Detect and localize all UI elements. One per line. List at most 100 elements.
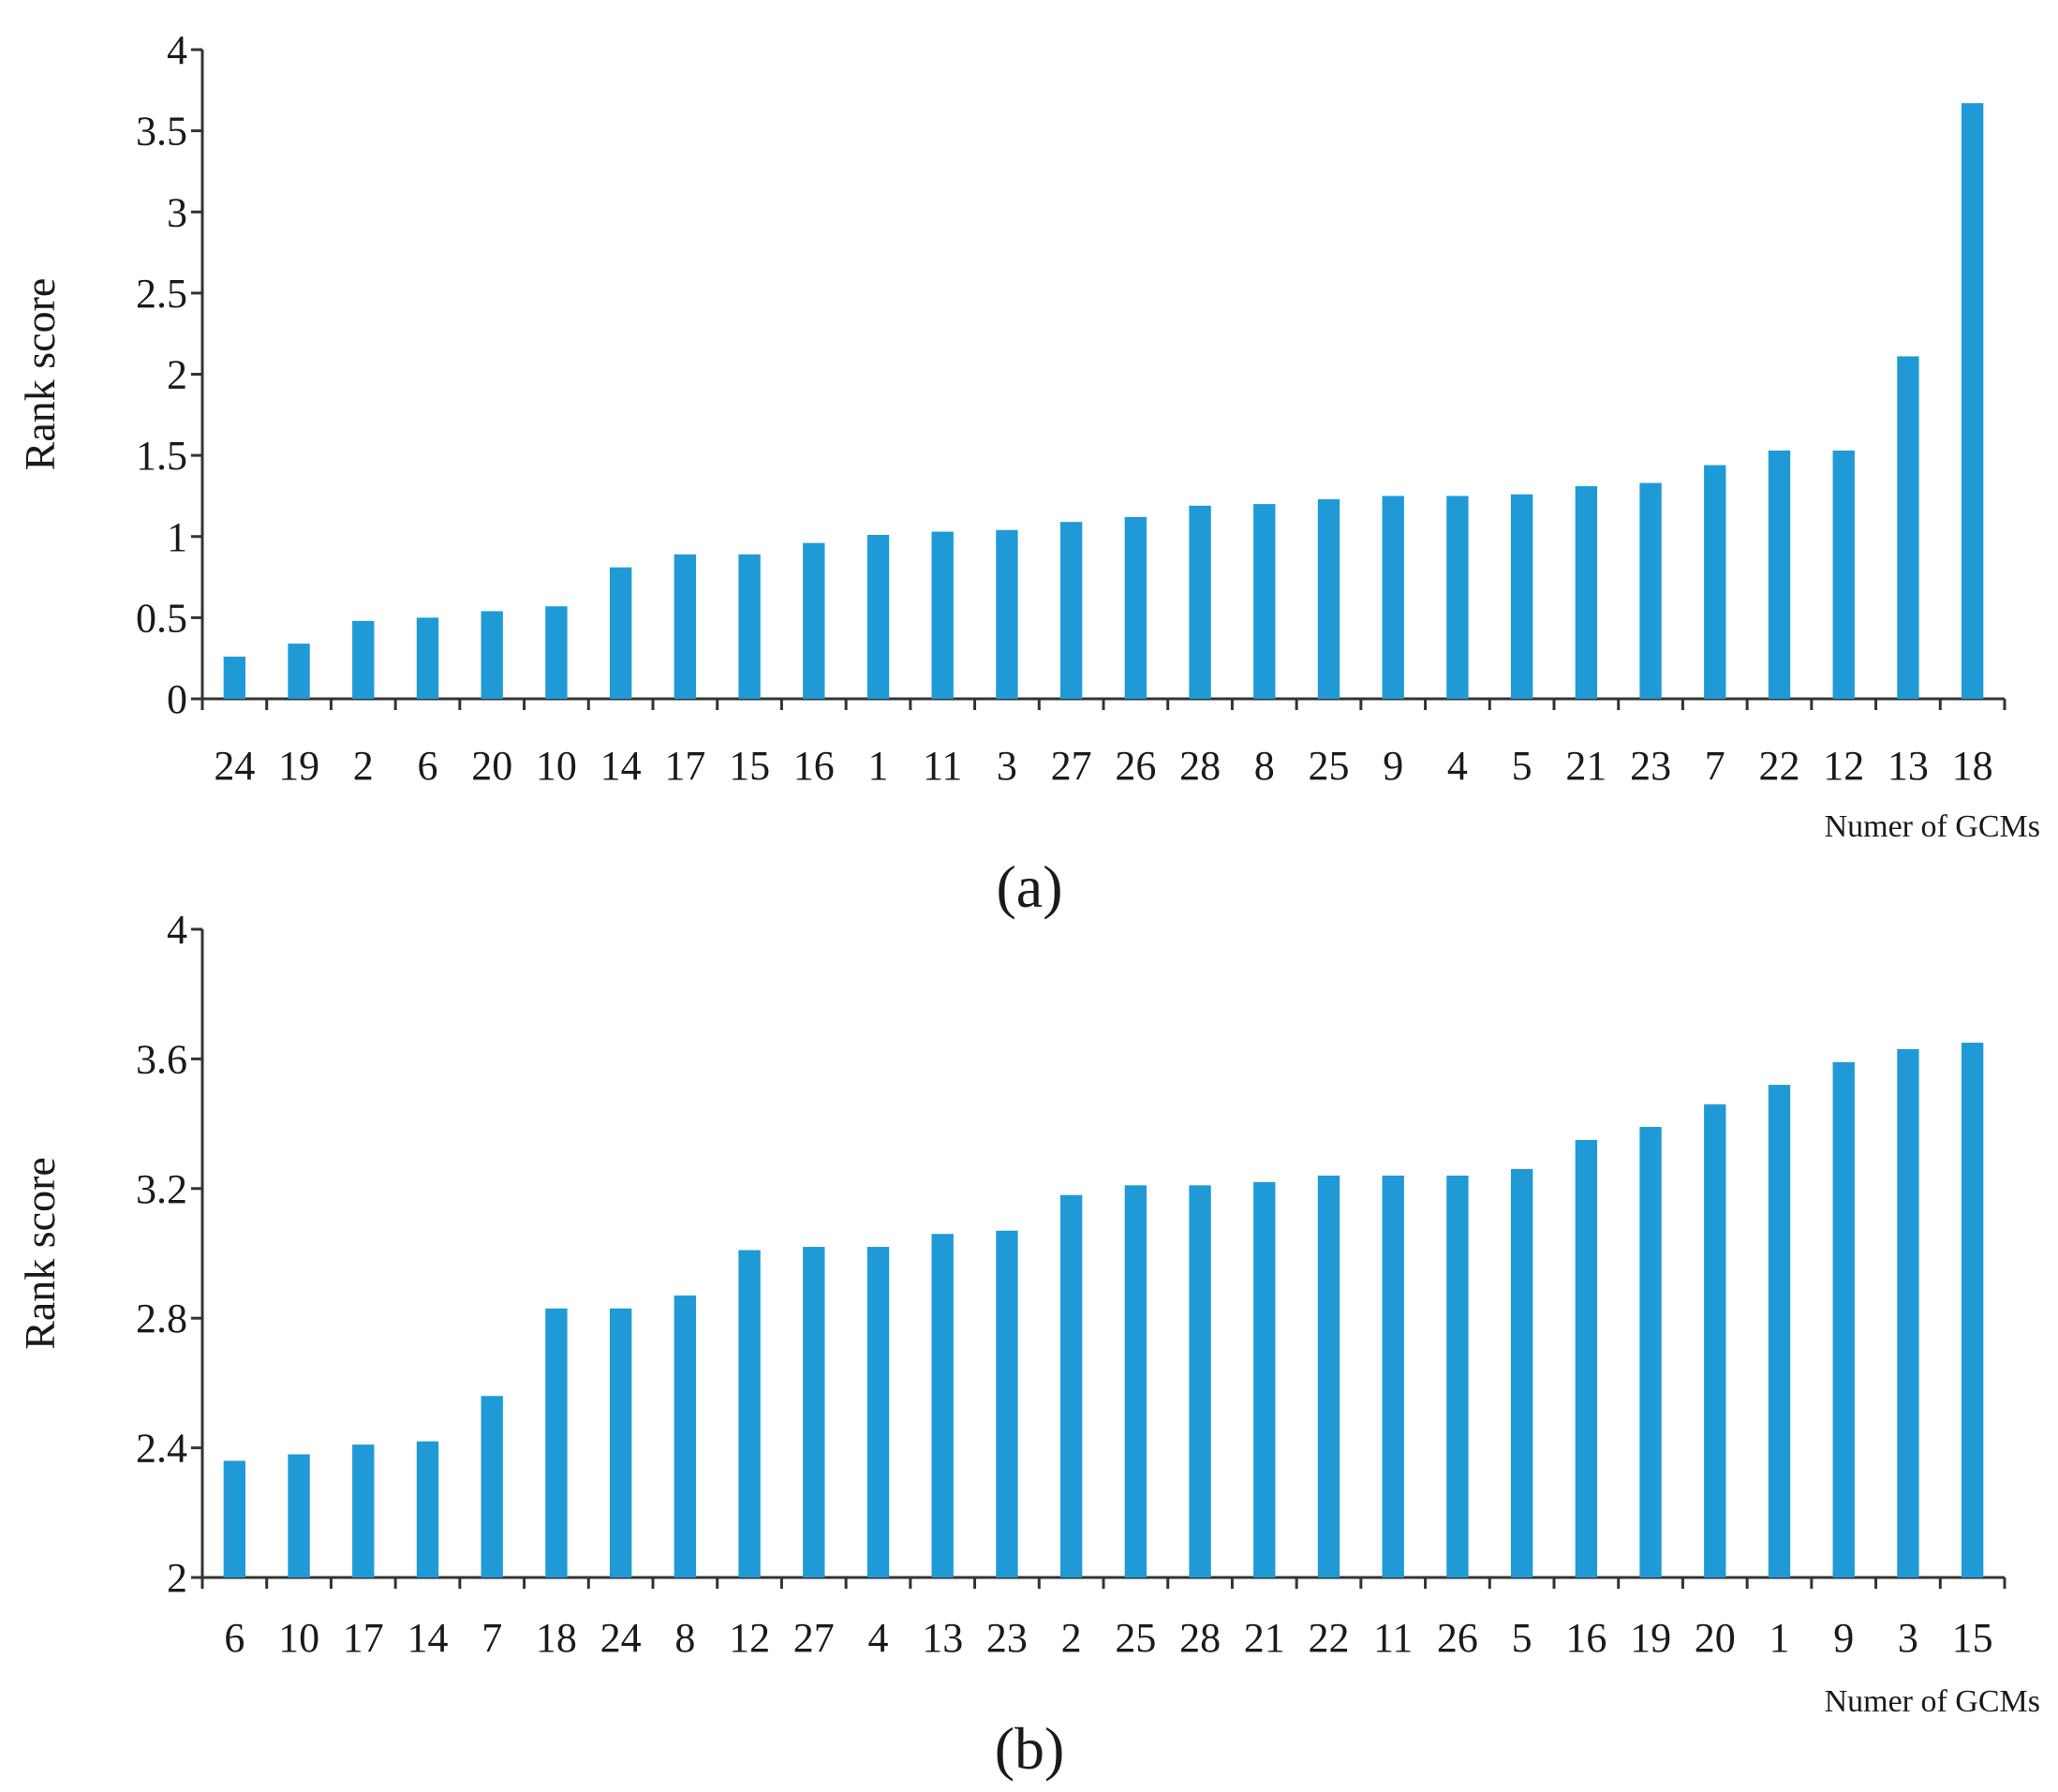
bar-gcm-23 xyxy=(1639,482,1662,699)
bar-gcm-24 xyxy=(223,656,246,699)
x-tick-label: 7 xyxy=(1705,743,1725,789)
bar-gcm-27 xyxy=(803,1247,825,1577)
bar-gcm-22 xyxy=(1317,1175,1340,1577)
y-tick-label: 1 xyxy=(167,514,187,560)
bar-gcm-9 xyxy=(1382,496,1404,699)
x-tick-label: 9 xyxy=(1383,743,1403,789)
x-tick-label: 1 xyxy=(868,743,889,789)
y-tick-label: 1.5 xyxy=(136,433,187,479)
y-tick-label: 2 xyxy=(167,352,187,398)
x-tick-label: 27 xyxy=(1051,743,1092,789)
x-tick-label: 2 xyxy=(353,743,374,789)
x-tick-label: 15 xyxy=(1952,1615,1993,1661)
x-tick-label: 28 xyxy=(1179,743,1221,789)
bar-gcm-16 xyxy=(1575,1139,1598,1577)
x-tick-label: 5 xyxy=(1512,743,1532,789)
bar-gcm-10 xyxy=(288,1454,310,1577)
x-tick-label: 13 xyxy=(922,1615,963,1661)
y-tick-label: 2.8 xyxy=(136,1296,187,1341)
bar-gcm-4 xyxy=(866,1247,890,1577)
bar-gcm-3 xyxy=(1897,1049,1919,1577)
x-tick-label: 7 xyxy=(481,1615,502,1661)
bar-gcm-25 xyxy=(1317,498,1340,699)
y-tick-label: 2.5 xyxy=(136,271,187,317)
x-axis-label: Numer of GCMs xyxy=(1825,809,2040,844)
x-tick-label: 28 xyxy=(1179,1615,1221,1661)
x-tick-label: 14 xyxy=(407,1615,449,1661)
bar-gcm-21 xyxy=(1253,1181,1276,1577)
bar-gcm-19 xyxy=(288,644,310,699)
x-tick-label: 3 xyxy=(997,743,1017,789)
bar-gcm-14 xyxy=(416,1441,439,1577)
bar-gcm-14 xyxy=(609,567,632,699)
x-tick-label: 14 xyxy=(600,743,642,789)
x-tick-label: 17 xyxy=(664,743,705,789)
bar-gcm-11 xyxy=(931,531,954,699)
chart-panel-b: 22.42.83.23.646 10 17 14 7 18 24 8 12 27 4 13 23 2 25 2… xyxy=(16,907,2040,1782)
bar-gcm-18 xyxy=(1961,103,1984,700)
y-tick-label: 2 xyxy=(167,1555,187,1601)
x-tick-label: 20 xyxy=(1695,1615,1736,1661)
x-tick-label: 27 xyxy=(793,1615,835,1661)
x-tick-label: 13 xyxy=(1888,743,1929,789)
bar-gcm-4 xyxy=(1446,496,1469,699)
bar-gcm-15 xyxy=(738,554,761,699)
x-tick-label: 10 xyxy=(278,1615,319,1661)
bar-gcm-12 xyxy=(738,1250,761,1577)
x-tick-label: 26 xyxy=(1115,743,1156,789)
x-tick-label: 25 xyxy=(1115,1615,1156,1661)
bar-gcm-11 xyxy=(1382,1175,1404,1577)
x-tick-label: 4 xyxy=(868,1615,889,1661)
bar-gcm-1 xyxy=(1768,1085,1791,1577)
x-tick-label: 9 xyxy=(1833,1615,1854,1661)
panel-label: (a) xyxy=(996,853,1062,920)
bar-gcm-13 xyxy=(1897,356,1919,699)
y-tick-label: 3.6 xyxy=(136,1036,187,1082)
x-tick-label: 11 xyxy=(1373,1615,1413,1661)
y-tick-label: 4 xyxy=(167,907,187,953)
x-tick-label: 20 xyxy=(471,743,512,789)
bar-gcm-17 xyxy=(352,1444,375,1577)
x-tick-label: 3 xyxy=(1898,1615,1918,1661)
bar-gcm-7 xyxy=(1704,465,1726,699)
panel-label: (b) xyxy=(995,1715,1065,1782)
bar-gcm-27 xyxy=(1059,522,1083,699)
bar-gcm-2 xyxy=(1059,1194,1083,1577)
bar-gcm-22 xyxy=(1768,450,1791,699)
bar-gcm-9 xyxy=(1832,1061,1855,1577)
bar-gcm-1 xyxy=(866,535,890,699)
x-tick-label: 16 xyxy=(793,743,835,789)
x-tick-label: 24 xyxy=(214,743,255,789)
bar-gcm-21 xyxy=(1575,486,1598,699)
bar-gcm-25 xyxy=(1124,1185,1147,1577)
bar-gcm-28 xyxy=(1189,505,1211,699)
y-tick-label: 3.5 xyxy=(136,109,187,155)
x-tick-label: 22 xyxy=(1309,1615,1350,1661)
x-tick-label: 16 xyxy=(1565,1615,1606,1661)
bar-gcm-6 xyxy=(416,617,439,699)
x-tick-label: 12 xyxy=(1823,743,1864,789)
bar-gcm-10 xyxy=(545,606,568,699)
x-tick-label: 15 xyxy=(729,743,770,789)
y-axis-label: Rank score xyxy=(16,278,64,471)
x-tick-label: 21 xyxy=(1565,743,1606,789)
y-axis-label: Rank score xyxy=(16,1157,64,1350)
y-tick-label: 3 xyxy=(167,189,187,235)
bar-gcm-7 xyxy=(481,1396,503,1577)
x-tick-label: 8 xyxy=(674,1615,695,1661)
x-tick-label: 21 xyxy=(1244,1615,1285,1661)
x-tick-label: 8 xyxy=(1254,743,1275,789)
x-tick-label: 5 xyxy=(1512,1615,1532,1661)
bar-gcm-2 xyxy=(352,620,375,699)
x-tick-label: 10 xyxy=(536,743,577,789)
bar-gcm-12 xyxy=(1832,450,1855,699)
x-tick-label: 23 xyxy=(986,1615,1028,1661)
bar-gcm-26 xyxy=(1124,516,1147,699)
x-tick-label: 18 xyxy=(536,1615,577,1661)
bar-gcm-15 xyxy=(1961,1043,1984,1577)
y-tick-label: 3.2 xyxy=(136,1166,187,1212)
bar-gcm-8 xyxy=(674,1295,697,1577)
bar-gcm-26 xyxy=(1446,1175,1469,1577)
